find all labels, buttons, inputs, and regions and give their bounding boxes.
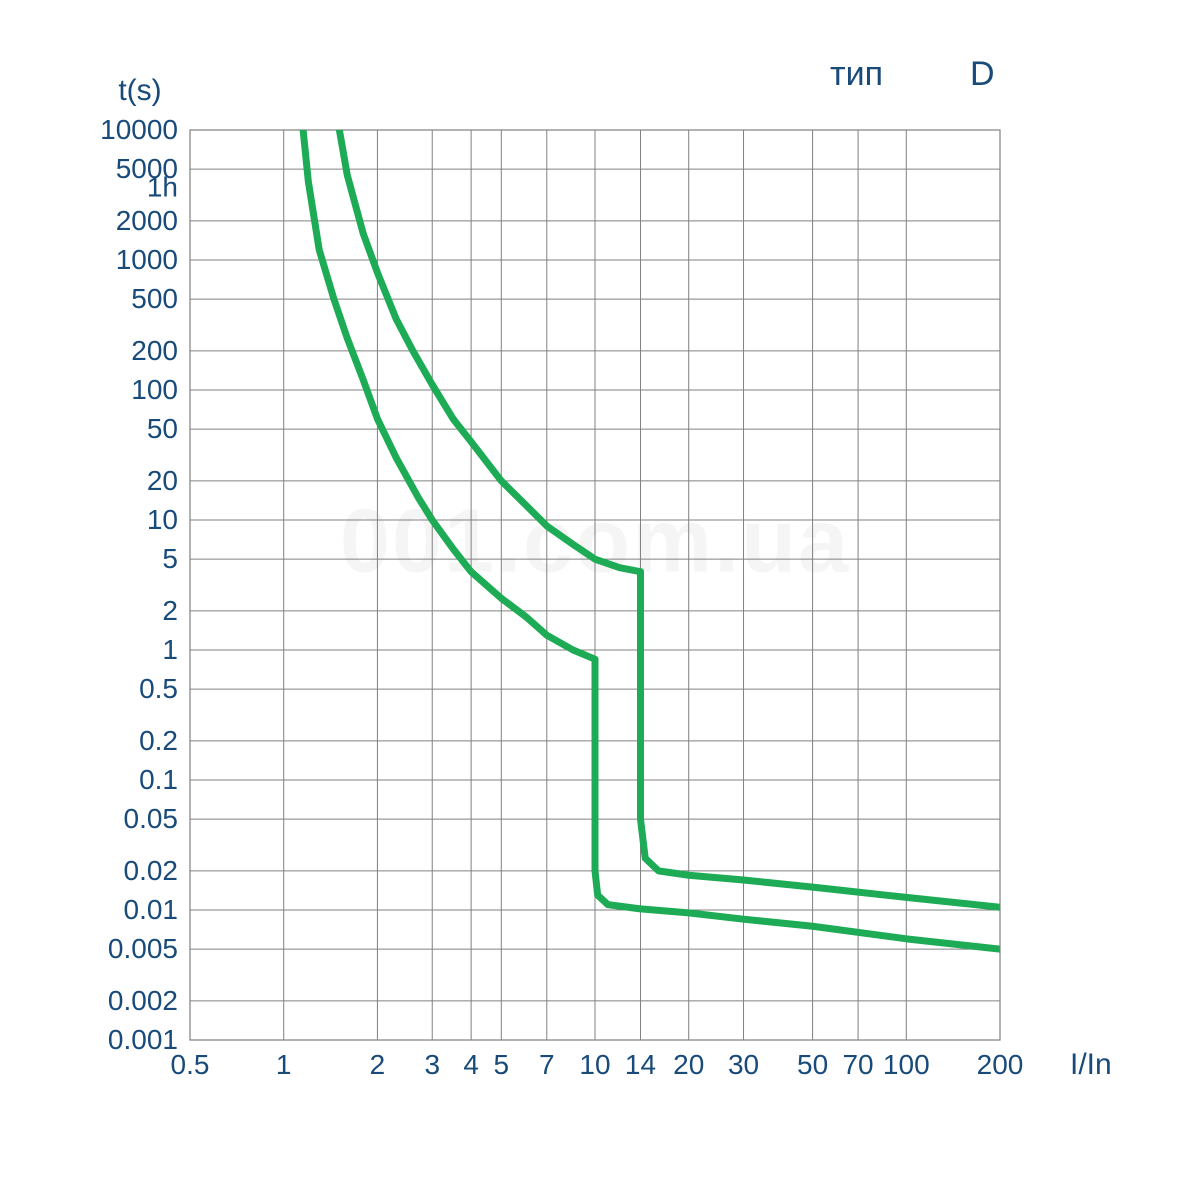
x-tick-label: 5 — [494, 1049, 510, 1080]
x-tick-label: 1 — [276, 1049, 292, 1080]
x-tick-label: 4 — [463, 1049, 479, 1080]
y-tick-label: 20 — [147, 465, 178, 496]
y-tick-label: 0.005 — [108, 933, 178, 964]
y-tick-label: 1000 — [116, 244, 178, 275]
y-tick-label: 0.002 — [108, 985, 178, 1016]
y-tick-label: 10000 — [100, 114, 178, 145]
x-tick-label: 70 — [842, 1049, 873, 1080]
chart-title-prefix: тип — [830, 55, 883, 93]
y-axis-label: t(s) — [118, 74, 161, 107]
y-tick-label: 200 — [131, 335, 178, 366]
y-tick-label: 1 — [162, 634, 178, 665]
y-tick-label: 0.05 — [124, 803, 179, 834]
y-tick-label: 0.2 — [139, 725, 178, 756]
x-tick-label: 200 — [977, 1049, 1024, 1080]
x-tick-label: 7 — [539, 1049, 555, 1080]
y-tick-label: 0.5 — [139, 673, 178, 704]
y-tick-label: 5 — [162, 543, 178, 574]
y-tick-label: 2 — [162, 595, 178, 626]
y-tick-label: 0.02 — [124, 855, 179, 886]
x-tick-label: 2 — [370, 1049, 386, 1080]
chart-container: { "meta": { "type": "line", "title_parts… — [0, 0, 1200, 1200]
x-tick-label: 0.5 — [171, 1049, 210, 1080]
x-tick-label: 3 — [424, 1049, 440, 1080]
x-tick-label: 50 — [797, 1049, 828, 1080]
x-tick-label: 14 — [625, 1049, 656, 1080]
y-tick-label: 0.01 — [124, 894, 179, 925]
y-tick-label: 100 — [131, 374, 178, 405]
x-tick-label: 100 — [883, 1049, 930, 1080]
y-tick-label: 2000 — [116, 205, 178, 236]
y-tick-label: 0.001 — [108, 1024, 178, 1055]
x-axis-label: I/In — [1070, 1048, 1112, 1081]
y-tick-label: 0.1 — [139, 764, 178, 795]
trip-curve-chart: 001.com.ua1000050001h2000100050020010050… — [0, 0, 1200, 1200]
chart-title-suffix: D — [970, 55, 995, 93]
y-tick-label: 10 — [147, 504, 178, 535]
y-tick-label: 50 — [147, 413, 178, 444]
x-tick-label: 30 — [728, 1049, 759, 1080]
x-tick-label: 20 — [673, 1049, 704, 1080]
y-tick-label: 1h — [147, 172, 178, 203]
x-tick-label: 10 — [579, 1049, 610, 1080]
y-tick-label: 500 — [131, 283, 178, 314]
